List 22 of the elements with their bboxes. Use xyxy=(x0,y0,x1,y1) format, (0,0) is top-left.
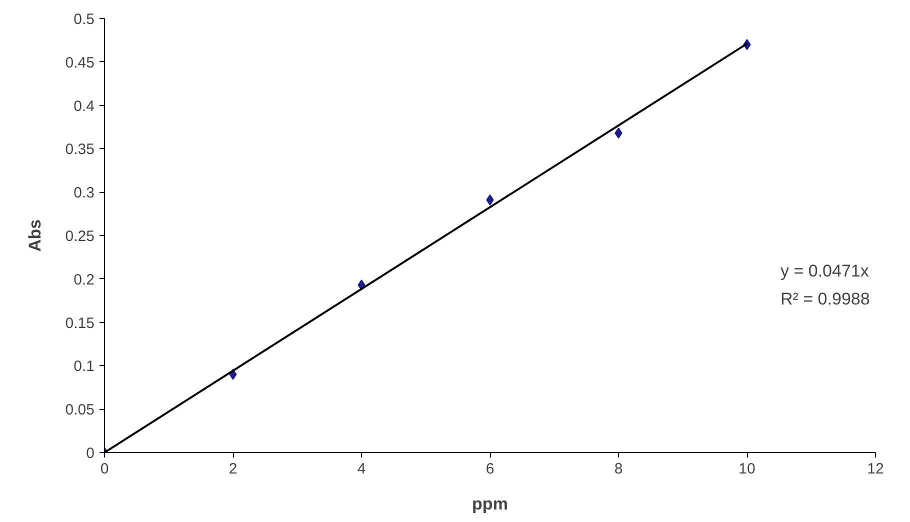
x-tick-label: 10 xyxy=(738,460,756,478)
x-tick-label: 8 xyxy=(614,460,623,478)
x-axis-title: ppm xyxy=(472,494,508,514)
x-tick-label: 4 xyxy=(357,460,366,478)
annotation: R² = 0.9988 xyxy=(780,290,870,308)
y-tick-label: 0.2 xyxy=(74,271,95,288)
y-tick-label: 0.45 xyxy=(65,54,95,72)
x-tick-label: 12 xyxy=(867,460,884,478)
x-tick-label: 2 xyxy=(228,460,238,478)
y-tick-label: 0.1 xyxy=(74,358,95,376)
y-tick-label: 0.15 xyxy=(65,314,95,332)
y-tick-label: 0.3 xyxy=(74,184,95,202)
y-tick-label: 0 xyxy=(86,445,94,462)
x-tick-label: 6 xyxy=(486,460,494,478)
y-tick-label: 0.5 xyxy=(74,11,95,28)
y-tick-label: 0.05 xyxy=(65,402,95,419)
annotation: y = 0.0471x xyxy=(780,262,870,280)
x-tick-label: 0 xyxy=(100,460,109,478)
y-tick-label: 0.35 xyxy=(65,141,95,158)
y-axis-title: Abs xyxy=(25,219,44,252)
y-tick-label: 0.4 xyxy=(74,98,95,115)
y-tick-label: 0.25 xyxy=(65,228,95,245)
